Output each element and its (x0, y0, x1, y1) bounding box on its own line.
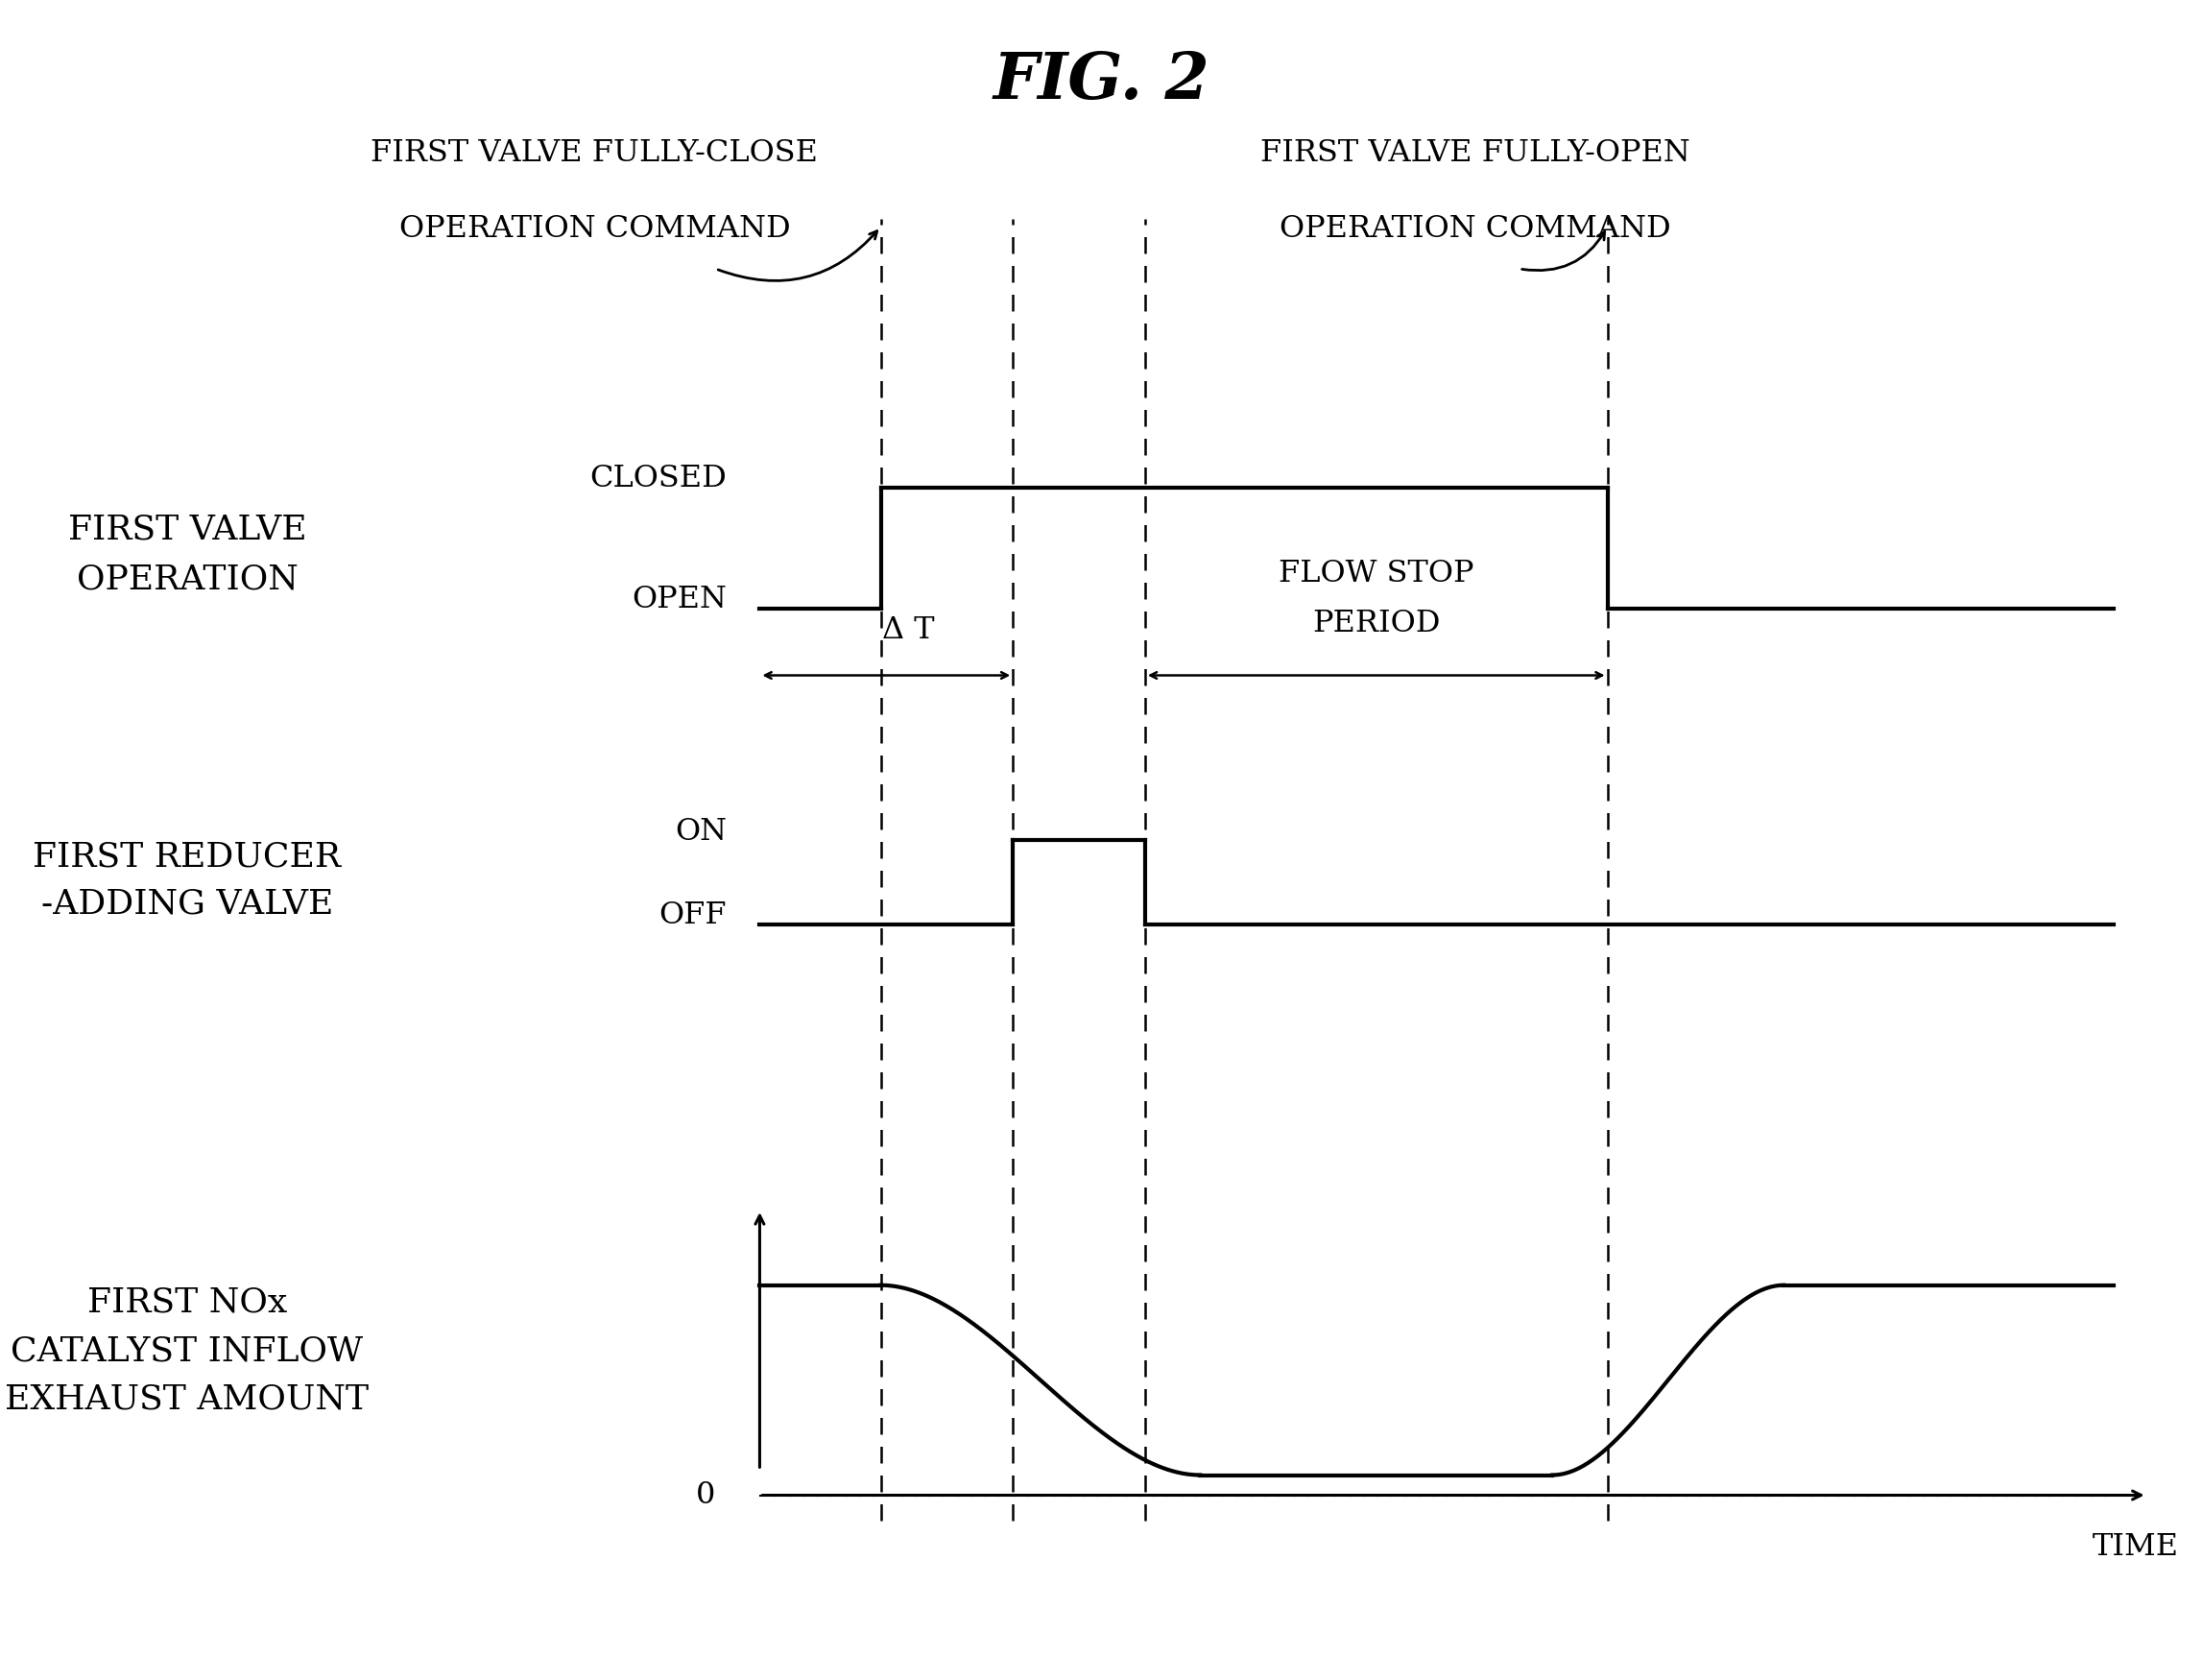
Text: EXHAUST AMOUNT: EXHAUST AMOUNT (4, 1383, 370, 1416)
Text: OPERATION COMMAND: OPERATION COMMAND (399, 213, 791, 244)
Text: FIRST VALVE FULLY-CLOSE: FIRST VALVE FULLY-CLOSE (370, 138, 819, 168)
Text: FIRST VALVE FULLY-OPEN: FIRST VALVE FULLY-OPEN (1260, 138, 1691, 168)
Text: -ADDING VALVE: -ADDING VALVE (42, 887, 333, 921)
Text: OPERATION: OPERATION (77, 563, 297, 596)
Text: FIRST NOx: FIRST NOx (88, 1285, 286, 1319)
Text: PERIOD: PERIOD (1312, 608, 1440, 638)
Text: FLOW STOP: FLOW STOP (1279, 558, 1473, 588)
Text: CLOSED: CLOSED (590, 464, 727, 494)
Text: ON: ON (674, 816, 727, 847)
Text: CATALYST INFLOW: CATALYST INFLOW (11, 1334, 363, 1368)
Text: OPERATION COMMAND: OPERATION COMMAND (1279, 213, 1671, 244)
Text: OFF: OFF (658, 900, 727, 931)
Text: OPEN: OPEN (632, 585, 727, 615)
Text: TIME: TIME (2092, 1532, 2180, 1562)
Text: FIRST VALVE: FIRST VALVE (68, 512, 306, 546)
Text: FIRST REDUCER: FIRST REDUCER (33, 840, 341, 874)
Text: 0: 0 (696, 1480, 716, 1510)
Text: Δ T: Δ T (883, 615, 934, 645)
Text: FIG. 2: FIG. 2 (993, 50, 1209, 113)
